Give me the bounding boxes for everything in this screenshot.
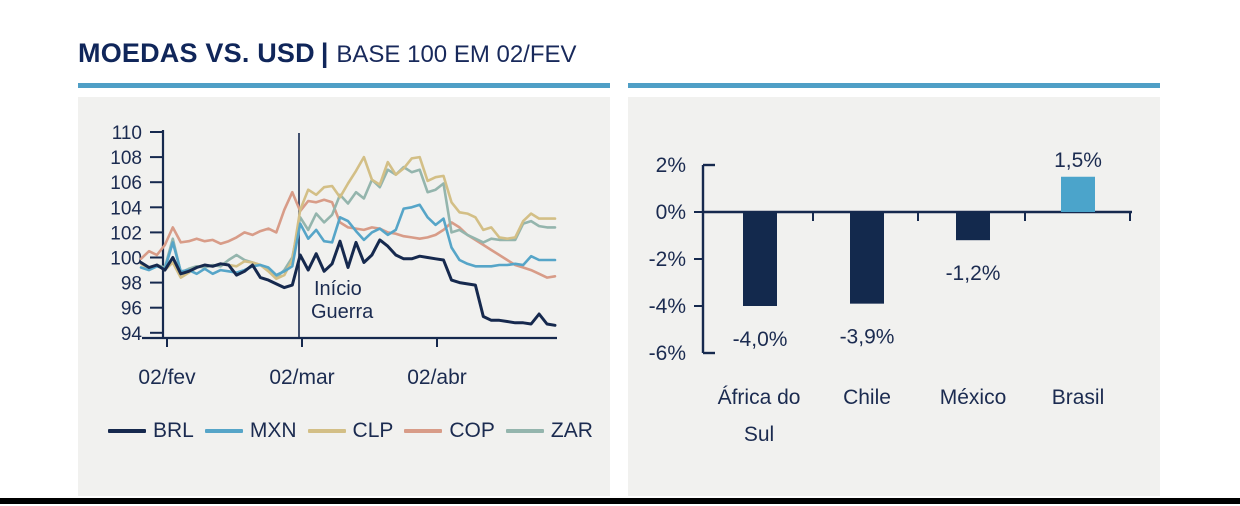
legend-label-BRL: BRL — [153, 419, 194, 442]
y-tick-label: 106 — [110, 173, 142, 194]
series-BRL — [139, 238, 557, 327]
legend-swatch-COP — [404, 429, 443, 433]
y-tick-label: 98 — [121, 274, 142, 295]
legend-swatch-BRL — [108, 429, 146, 433]
legend-item-CLP: CLP — [307, 419, 394, 443]
y-tick-label: 110 — [112, 123, 142, 144]
series-CLP — [139, 155, 557, 281]
category-label: Brasil — [1052, 386, 1105, 409]
legend-swatch-ZAR — [505, 429, 544, 433]
y-tick-label: 2% — [656, 154, 686, 177]
y-tick-label: 0% — [656, 201, 686, 224]
x-tick-label: 02/fev — [138, 366, 196, 389]
y-tick-label: 108 — [110, 148, 142, 169]
bars-chart-svg: 2% 0% -2% -4% -6% -4,0% África do Sul -3,9% Chile… — [649, 149, 1132, 446]
accent-bar-right — [628, 83, 1160, 88]
line-chart-legend: BRL MXN CLP COP ZAR — [108, 418, 604, 444]
legend-label-ZAR: ZAR — [550, 419, 593, 442]
lines-chart-svg: 110 108 106 104 102 100 98 96 94 02/fev 02/mar 02/a… — [110, 123, 557, 389]
bar-value-label: 1,5% — [1054, 149, 1102, 172]
series-COP — [139, 190, 557, 279]
y-tick-label: 94 — [121, 324, 143, 345]
legend-label-MXN: MXN — [249, 419, 297, 442]
legend-label-CLP: CLP — [352, 419, 394, 442]
legend-swatch-MXN — [204, 429, 243, 433]
annotation-inicio: Início — [314, 278, 362, 300]
bar-áfrica-do-sul — [743, 212, 777, 306]
y-tick-label: 102 — [110, 223, 142, 244]
x-tick-label: 02/mar — [269, 366, 334, 389]
y-tick-label: -6% — [649, 342, 686, 365]
title-subtitle: BASE 100 EM 02/FEV — [336, 41, 577, 68]
category-label: África do — [718, 386, 801, 409]
category-label: Sul — [744, 423, 774, 446]
legend-swatch-CLP — [307, 429, 346, 433]
bottom-divider-bar — [0, 498, 1240, 504]
y-tick-label: -2% — [649, 248, 686, 271]
category-label: Chile — [843, 386, 891, 409]
bar-brasil — [1061, 176, 1095, 212]
bar-méxico — [956, 212, 990, 241]
category-label: México — [940, 386, 1007, 409]
page-title: MOEDAS VS. USD | BASE 100 EM 02/FEV — [78, 38, 577, 69]
legend-item-ZAR: ZAR — [505, 419, 593, 443]
bar-chile — [850, 212, 884, 304]
y-tick-label: 104 — [110, 198, 142, 219]
accent-bar-left — [78, 83, 610, 88]
bar-value-label: -4,0% — [733, 328, 788, 351]
right-chart-panel: 2% 0% -2% -4% -6% -4,0% África do Sul -3,9% Chile… — [628, 97, 1160, 496]
title-separator: | — [320, 38, 329, 68]
y-tick-label: 100 — [110, 249, 142, 270]
legend-item-MXN: MXN — [204, 419, 297, 443]
y-tick-label: 96 — [121, 299, 142, 320]
x-tick-label: 02/abr — [407, 366, 467, 389]
legend-item-BRL: BRL — [108, 419, 194, 443]
legend-label-COP: COP — [449, 419, 495, 442]
legend-item-COP: COP — [404, 419, 495, 443]
bar-value-label: -3,9% — [840, 326, 895, 349]
series-MXN — [139, 203, 557, 277]
left-chart-panel: 110 108 106 104 102 100 98 96 94 02/fev 02/mar 02/a… — [78, 97, 610, 496]
title-main: MOEDAS VS. USD — [78, 38, 315, 68]
y-tick-label: -4% — [649, 295, 686, 318]
annotation-guerra: Guerra — [311, 301, 374, 323]
bar-value-label: -1,2% — [946, 262, 1001, 285]
